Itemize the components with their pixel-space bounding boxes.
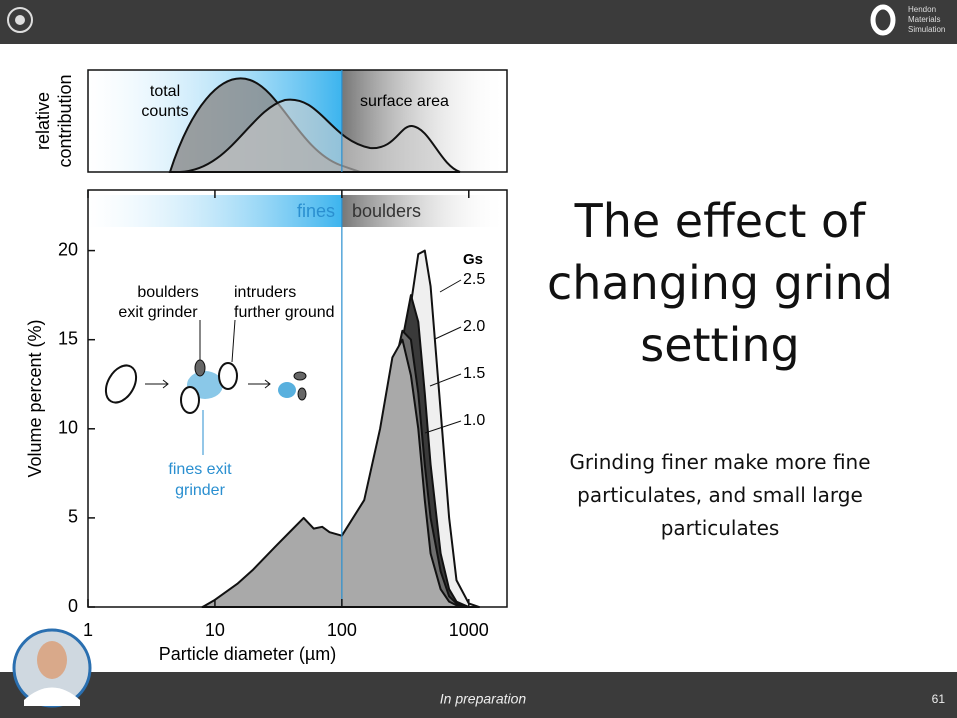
logo-text: Simulation bbox=[908, 25, 945, 34]
y-tick-label: 20 bbox=[58, 239, 78, 259]
particle bbox=[218, 362, 238, 390]
boulders-band bbox=[342, 195, 507, 227]
annotation: exit grinder bbox=[118, 304, 198, 321]
page-number: 61 bbox=[932, 692, 946, 706]
y-tick-label: 15 bbox=[58, 328, 78, 348]
presenter-shirt bbox=[24, 687, 80, 706]
footer-bar bbox=[0, 672, 957, 718]
arrow bbox=[145, 379, 169, 389]
pointer bbox=[231, 319, 236, 363]
legend-label: 1.0 bbox=[463, 412, 485, 429]
slide-body: Grinding finer make more fine particulat… bbox=[520, 446, 920, 545]
plot-frame bbox=[87, 189, 508, 608]
particle bbox=[293, 371, 307, 381]
legend-pointer bbox=[439, 279, 462, 293]
particle bbox=[297, 387, 307, 401]
annotation: further ground bbox=[234, 304, 335, 321]
legend-label: 2.0 bbox=[463, 318, 485, 335]
inset: boulders exit grinder intruders further … bbox=[104, 284, 335, 499]
top-panel: total counts surface area relative contr… bbox=[33, 69, 508, 173]
band-label: boulders bbox=[352, 201, 421, 221]
legend-pointer bbox=[424, 420, 462, 434]
x-tick-label: 1 bbox=[83, 620, 93, 640]
y-axis-label: Volume percent (%) bbox=[25, 319, 45, 477]
y-tick-label: 0 bbox=[68, 596, 78, 616]
y-tick-label: 10 bbox=[58, 418, 78, 438]
logo-text: Materials bbox=[908, 15, 940, 24]
slide-title: The effect of changing grind setting bbox=[520, 190, 920, 376]
legend-pointer bbox=[434, 326, 462, 340]
x-axis-label: Particle diameter (µm) bbox=[159, 644, 336, 664]
legend-pointer bbox=[429, 373, 462, 387]
title-line: changing grind bbox=[547, 256, 893, 310]
body-line: Grinding finer make more fine bbox=[569, 450, 871, 474]
particle bbox=[194, 359, 206, 377]
axis-label: relative bbox=[33, 92, 53, 150]
annotation: grinder bbox=[175, 482, 225, 499]
top-frame bbox=[87, 69, 508, 173]
body-line: particulates bbox=[660, 516, 780, 540]
axis-label: contribution bbox=[55, 74, 75, 167]
annotation: intruders bbox=[234, 284, 296, 301]
title-line: The effect of bbox=[574, 194, 866, 248]
logo-left bbox=[15, 15, 25, 25]
legend-label: 1.5 bbox=[463, 365, 485, 382]
annotation: total bbox=[150, 83, 180, 100]
x-tick-label: 10 bbox=[205, 620, 225, 640]
body-line: particulates, and small large bbox=[577, 483, 863, 507]
logo-left bbox=[7, 7, 33, 33]
x-tick-label: 1000 bbox=[449, 620, 489, 640]
main-plot: 0 5 10 15 20 1 10 100 1000 Particle diameter (µm)… bbox=[25, 70, 508, 664]
bean-icon bbox=[104, 364, 138, 404]
annotation: fines exit bbox=[168, 461, 232, 478]
band-label: fines bbox=[297, 201, 335, 221]
presenter-face bbox=[37, 641, 67, 679]
annotation: surface area bbox=[360, 93, 449, 110]
legend-label: 2.5 bbox=[463, 271, 485, 288]
particle bbox=[180, 386, 200, 414]
arrow bbox=[248, 379, 271, 389]
logo-o bbox=[870, 4, 896, 36]
title-line: setting bbox=[640, 318, 800, 372]
fines-cloud bbox=[278, 382, 296, 398]
surface-area-curve bbox=[179, 98, 461, 173]
annotation: boulders bbox=[137, 284, 198, 301]
area bbox=[201, 338, 480, 608]
fines-band bbox=[88, 195, 342, 227]
footer-note: In preparation bbox=[440, 691, 527, 707]
legend-title: Gs bbox=[463, 251, 483, 268]
annotation: counts bbox=[141, 103, 188, 120]
x-tick-label: 100 bbox=[327, 620, 357, 640]
y-tick-label: 5 bbox=[68, 507, 78, 527]
header-bar bbox=[0, 0, 957, 44]
logo-text: Hendon bbox=[908, 5, 936, 14]
